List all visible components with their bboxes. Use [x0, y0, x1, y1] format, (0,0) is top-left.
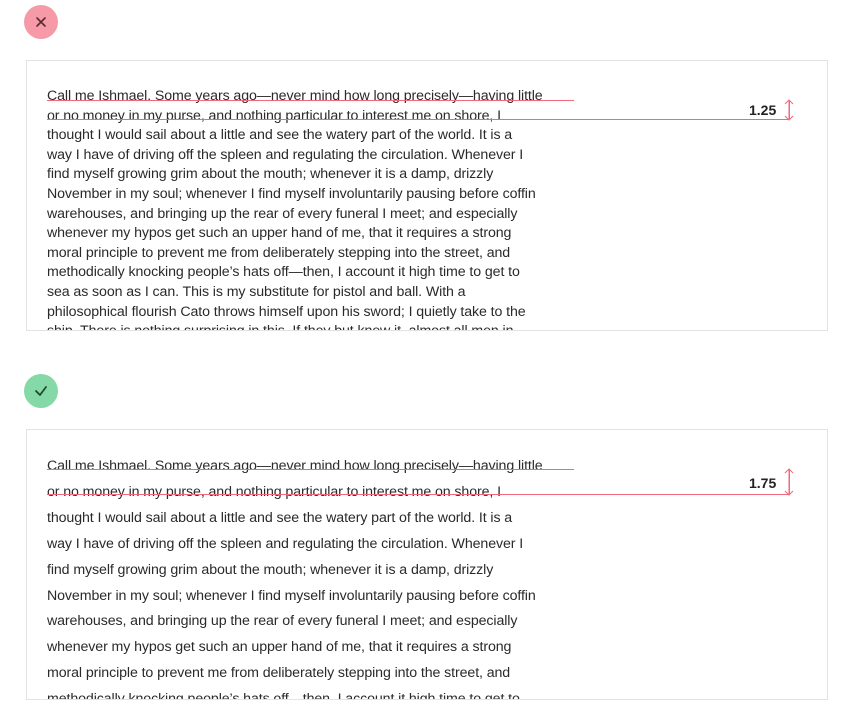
text-line: way I have of driving off the spleen and… [47, 146, 524, 163]
text-line: sea as soon as I can. This is my substit… [47, 283, 466, 300]
text-line: or no money in my purse, and nothing par… [47, 483, 501, 500]
text-line: Call me Ishmael. Some years ago—never mi… [47, 458, 543, 474]
paragraph-text: Call me Ishmael. Some years ago—never mi… [47, 454, 587, 700]
line-guide-bottom [47, 494, 789, 495]
text-line: find myself growing grim about the mouth… [47, 166, 494, 183]
text-line: way I have of driving off the spleen and… [47, 535, 524, 552]
text-line: warehouses, and bringing up the rear of … [47, 613, 518, 630]
line-height-label: 1.75 [749, 475, 777, 491]
text-line: or no money in my purse, and nothing par… [47, 107, 501, 124]
text-line: methodically knocking people’s hats off—… [47, 264, 520, 281]
text-line: methodically knocking people’s hats off—… [47, 691, 520, 700]
text-line: November in my soul; whenever I find mys… [47, 587, 536, 604]
line-guide-bottom [47, 119, 789, 120]
paragraph-text: Call me Ishmael. Some years ago—never mi… [47, 87, 587, 330]
text-line: whenever my hypos get such an upper hand… [47, 639, 512, 656]
line-height-label: 1.25 [749, 102, 777, 118]
check-icon [35, 386, 47, 396]
text-line: warehouses, and bringing up the rear of … [47, 205, 518, 222]
close-icon [36, 17, 46, 27]
text-line: November in my soul; whenever I find mys… [47, 185, 536, 202]
text-line: thought I would sail about a little and … [47, 509, 513, 526]
text-line: philosophical flourish Cato throws himse… [47, 303, 526, 320]
text-line: Call me Ishmael. Some years ago—never mi… [47, 88, 543, 104]
text-line: ship. There is nothing surprising in thi… [47, 322, 587, 330]
success-badge [24, 374, 58, 408]
line-guide-top [47, 469, 574, 470]
text-line: moral principle to prevent me from delib… [47, 244, 511, 261]
bad-example-card: Call me Ishmael. Some years ago—never mi… [26, 60, 828, 331]
text-line: moral principle to prevent me from delib… [47, 665, 511, 682]
double-arrow-icon [784, 99, 794, 121]
good-example-card: Call me Ishmael. Some years ago—never mi… [26, 429, 828, 700]
double-arrow-icon [784, 468, 794, 496]
text-line: whenever my hypos get such an upper hand… [47, 225, 512, 242]
text-line: find myself growing grim about the mouth… [47, 561, 494, 578]
text-line: thought I would sail about a little and … [47, 127, 513, 144]
error-badge [24, 5, 58, 39]
line-guide-top [47, 100, 574, 101]
